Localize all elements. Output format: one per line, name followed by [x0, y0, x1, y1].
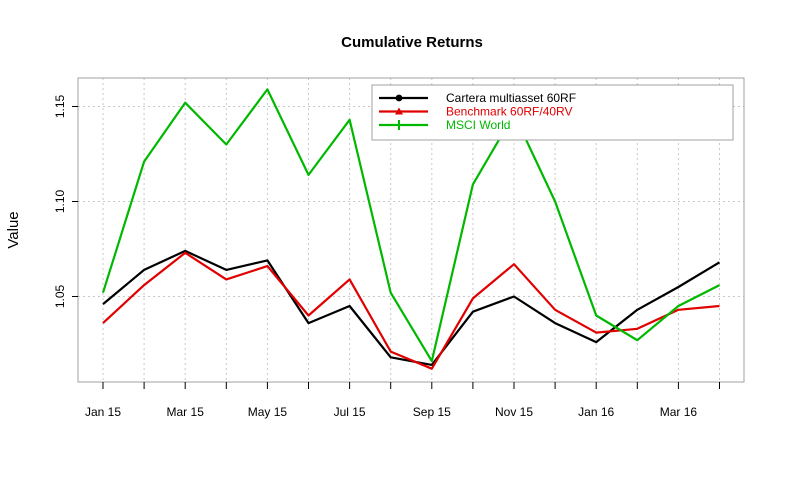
legend-marker-triangle-icon	[395, 107, 403, 115]
x-tick-label: May 15	[248, 405, 288, 419]
legend-marker-circle-icon	[395, 94, 403, 102]
x-tick-label: Jan 15	[85, 405, 121, 419]
series-line-1	[102, 249, 721, 366]
x-tick-label: Mar 15	[167, 405, 205, 419]
x-tick-label: Mar 16	[660, 405, 698, 419]
y-axis: 1.05 1.10 1.15	[53, 94, 78, 308]
series-line-3	[101, 88, 720, 363]
series-line-2	[102, 251, 720, 370]
legend-label-1: Cartera multiasset 60RF	[446, 91, 576, 105]
y-tick-label: 1.10	[53, 189, 67, 213]
x-tick-label: Jan 16	[578, 405, 614, 419]
x-tick-label: Nov 15	[495, 405, 533, 419]
y-tick-label: 1.05	[53, 284, 67, 308]
legend-box	[371, 84, 734, 141]
y-tick-label: 1.15	[53, 94, 67, 118]
plot-area-border	[77, 77, 745, 383]
chart-title: Cumulative Returns	[341, 34, 483, 51]
y-axis-title: Value	[5, 211, 22, 248]
x-axis: Jan 15 Mar 15 May 15 Jul 15 Sep 15 Nov 15 Jan …	[85, 382, 720, 419]
legend-label-3: MSCI World	[446, 118, 510, 132]
x-tick-label: Jul 15	[334, 405, 366, 419]
x-tick-label: Sep 15	[413, 405, 451, 419]
series-lines	[101, 88, 721, 370]
legend-label-2: Benchmark 60RF/40RV	[446, 105, 573, 119]
